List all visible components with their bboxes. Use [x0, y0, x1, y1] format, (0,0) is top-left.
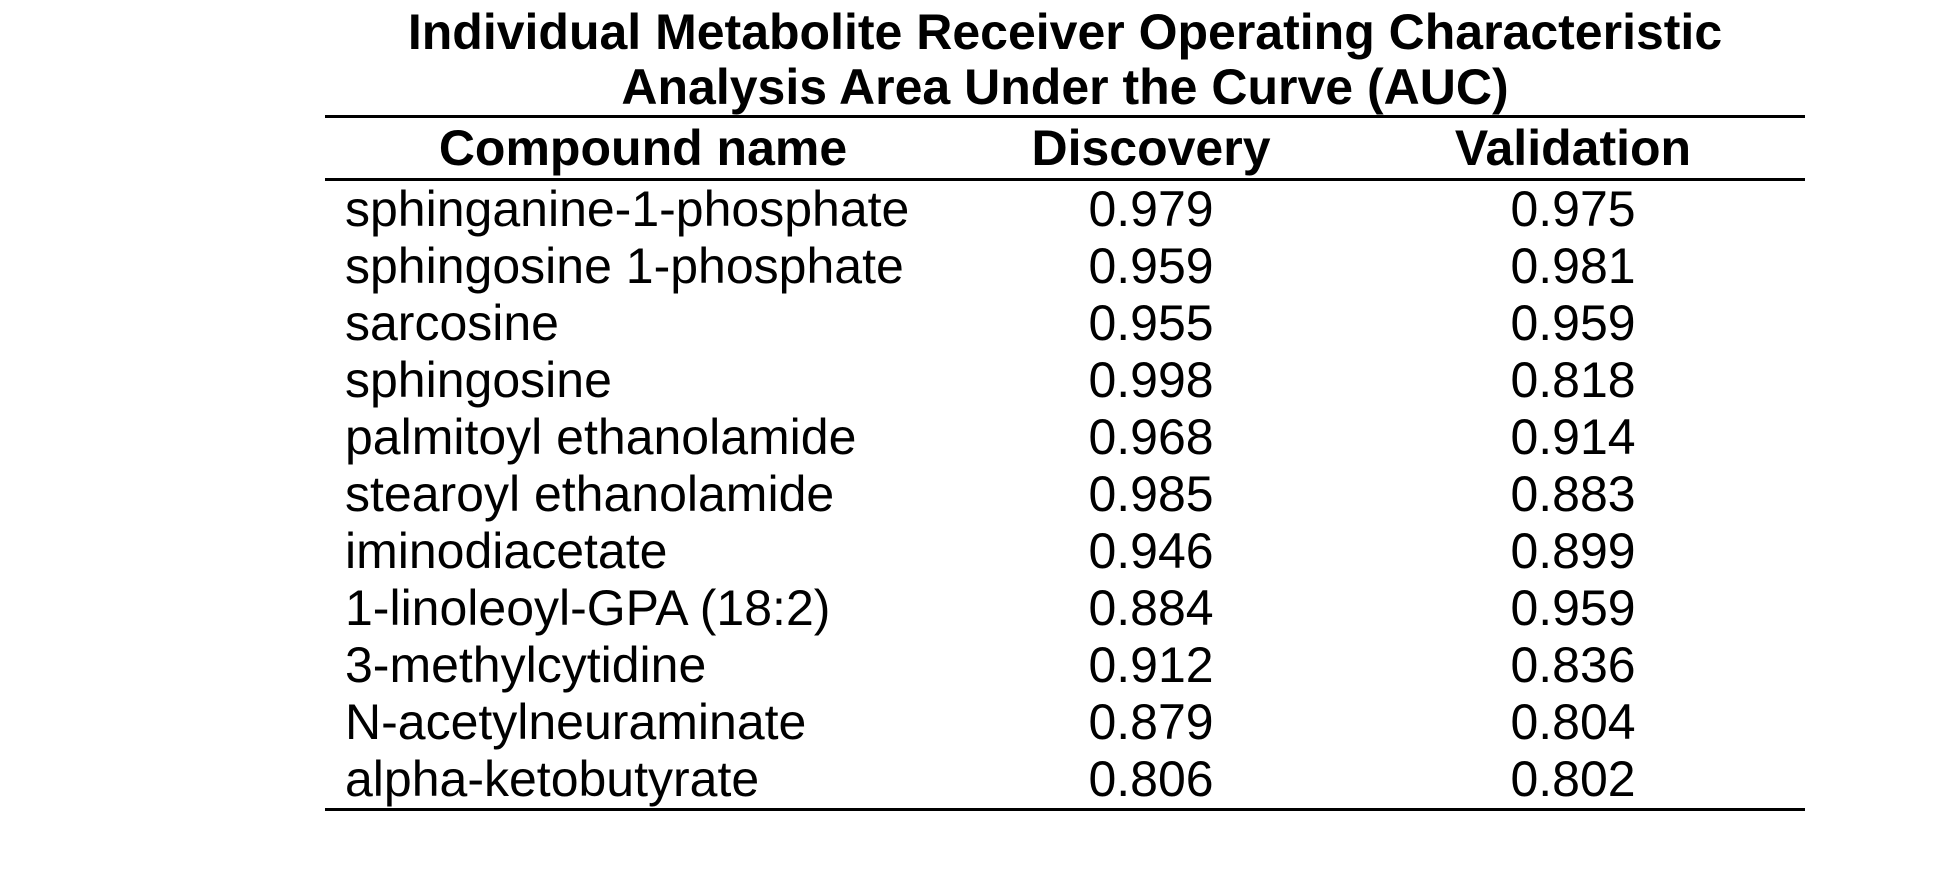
compound-name-cell: sarcosine [345, 295, 559, 351]
validation-value-cell: 0.959 [1510, 295, 1636, 351]
discovery-value-cell: 0.884 [1088, 580, 1214, 636]
validation-value-cell: 0.914 [1510, 409, 1636, 465]
compound-name-cell: stearoyl ethanolamide [345, 466, 835, 522]
compound-name-cell: iminodiacetate [345, 523, 668, 579]
figure-title: Individual Metabolite Receiver Operating… [325, 5, 1805, 115]
discovery-value-cell: 0.985 [1088, 466, 1214, 522]
discovery-value-cell: 0.879 [1088, 694, 1214, 750]
validation-value-cell: 0.818 [1510, 352, 1636, 408]
validation-value-cell: 0.981 [1510, 238, 1636, 294]
table-row: sphingosine 1-phosphate 0.959 0.981 [325, 238, 1805, 295]
compound-name-cell: N-acetylneuraminate [345, 694, 807, 750]
table-row: sarcosine 0.955 0.959 [325, 295, 1805, 352]
validation-value-cell: 0.804 [1510, 694, 1636, 750]
discovery-value-cell: 0.998 [1088, 352, 1214, 408]
discovery-value-cell: 0.968 [1088, 409, 1214, 465]
header-row: Compound name Discovery Validation [325, 115, 1805, 181]
table-row: iminodiacetate 0.946 0.899 [325, 523, 1805, 580]
compound-name-cell: sphingosine 1-phosphate [345, 238, 904, 294]
figure-title-line2: Analysis Area Under the Curve (AUC) [621, 59, 1509, 115]
table-body: sphinganine-1-phosphate 0.979 0.975 sphingo… [325, 180, 1805, 811]
compound-name-cell: palmitoyl ethanolamide [345, 409, 857, 465]
validation-value-cell: 0.883 [1510, 466, 1636, 522]
validation-value-cell: 0.899 [1510, 523, 1636, 579]
compound-name-cell: sphinganine-1-phosphate [345, 181, 910, 237]
auc-table: Compound name Discovery Validation sphin… [325, 115, 1805, 811]
discovery-value-cell: 0.955 [1088, 295, 1214, 351]
auc-table-figure: Individual Metabolite Receiver Operating… [325, 5, 1805, 811]
validation-value-cell: 0.975 [1510, 181, 1636, 237]
discovery-value-cell: 0.959 [1088, 238, 1214, 294]
compound-name-cell: alpha-ketobutyrate [325, 751, 961, 811]
table-row: alpha-ketobutyrate 0.806 0.802 [325, 751, 1805, 811]
discovery-value-cell: 0.979 [1088, 181, 1214, 237]
table-row: N-acetylneuraminate 0.879 0.804 [325, 694, 1805, 751]
table-row: stearoyl ethanolamide 0.985 0.883 [325, 466, 1805, 523]
discovery-value-cell: 0.806 [961, 751, 1341, 811]
validation-value-cell: 0.959 [1510, 580, 1636, 636]
table-row: sphingosine 0.998 0.818 [325, 352, 1805, 409]
table-row: sphinganine-1-phosphate 0.979 0.975 [325, 180, 1805, 239]
figure-title-line1: Individual Metabolite Receiver Operating… [407, 4, 1723, 60]
table-row: 1-linoleoyl-GPA (18:2) 0.884 0.959 [325, 580, 1805, 637]
header-validation: Validation [1341, 115, 1805, 181]
header-discovery: Discovery [961, 115, 1341, 181]
discovery-value-cell: 0.946 [1088, 523, 1214, 579]
compound-name-cell: 3-methylcytidine [345, 637, 707, 693]
table-row: 3-methylcytidine 0.912 0.836 [325, 637, 1805, 694]
header-compound-name: Compound name [325, 115, 961, 181]
discovery-value-cell: 0.912 [1088, 637, 1214, 693]
validation-value-cell: 0.836 [1510, 637, 1636, 693]
table-row: palmitoyl ethanolamide 0.968 0.914 [325, 409, 1805, 466]
compound-name-cell: 1-linoleoyl-GPA (18:2) [345, 580, 831, 636]
validation-value-cell: 0.802 [1341, 751, 1805, 811]
compound-name-cell: sphingosine [345, 352, 612, 408]
